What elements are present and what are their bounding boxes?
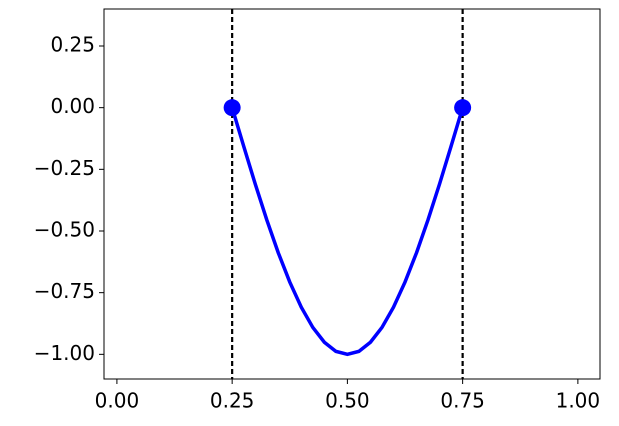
x-tick-label: 0.75 — [440, 389, 485, 413]
y-tick-label: −0.25 — [34, 156, 95, 180]
curve — [230, 107, 465, 357]
y-tick-label: −0.75 — [34, 279, 95, 303]
point — [223, 99, 241, 117]
x-tick-label: 1.00 — [556, 389, 601, 413]
x-tick-label: 0.00 — [95, 389, 140, 413]
y-tick-label: −1.00 — [34, 341, 95, 365]
point — [454, 99, 472, 117]
plot-frame — [103, 8, 601, 380]
x-tick-label: 0.50 — [325, 389, 370, 413]
y-tick-label: 0.25 — [50, 33, 95, 57]
y-tick-label: −0.50 — [34, 218, 95, 242]
x-tick-label: 0.25 — [210, 389, 255, 413]
y-tick-label: 0.00 — [50, 94, 95, 118]
